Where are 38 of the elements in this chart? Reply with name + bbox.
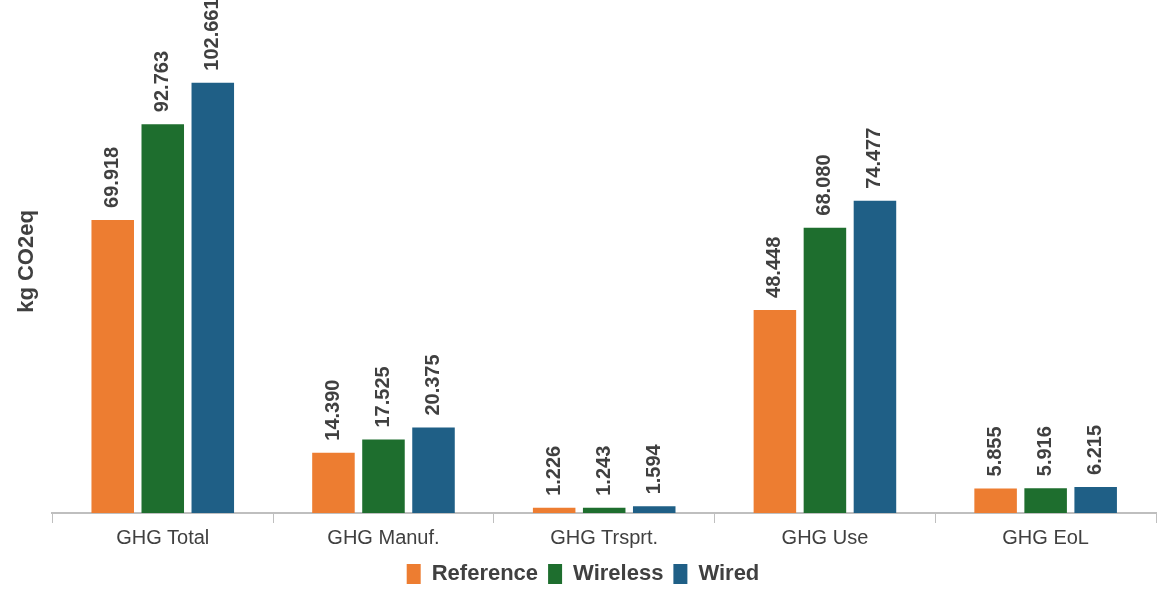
data-label: 14.390 — [320, 379, 343, 441]
bar — [312, 452, 355, 513]
data-label: 20.375 — [421, 354, 444, 416]
legend-label: Reference — [431, 560, 539, 586]
bar — [141, 124, 185, 513]
data-label: 1.226 — [541, 445, 564, 496]
bar — [412, 427, 455, 513]
bar — [532, 507, 576, 513]
bar — [91, 219, 134, 513]
data-label: 1.243 — [591, 445, 614, 496]
bar — [753, 309, 797, 513]
x-tick-label: GHG Trsprt. — [550, 525, 659, 548]
bar — [582, 507, 626, 513]
x-tick-label: GHG EoL — [1002, 525, 1089, 548]
data-label: 1.594 — [641, 443, 664, 495]
x-tick-label: GHG Total — [116, 525, 210, 548]
data-label: 5.855 — [983, 426, 1006, 477]
x-tick-label: GHG Use — [781, 525, 869, 548]
legend-label: Wired — [698, 560, 760, 586]
bar — [803, 227, 847, 513]
data-label: 6.215 — [1083, 424, 1106, 475]
bar — [191, 82, 235, 513]
y-axis-title: kg CO2eq — [13, 210, 39, 313]
bar — [1074, 486, 1117, 513]
data-label: 5.916 — [1033, 426, 1056, 477]
x-tick-label: GHG Manuf. — [327, 525, 440, 548]
data-label: 69.918 — [100, 146, 123, 208]
bar — [1024, 488, 1067, 513]
data-label: 92.763 — [150, 51, 173, 113]
legend-label: Wireless — [573, 560, 664, 586]
bar — [362, 439, 405, 513]
data-label: 68.080 — [812, 154, 835, 216]
data-label: 17.525 — [371, 366, 393, 428]
bar — [853, 200, 897, 513]
bar — [632, 506, 676, 513]
data-label: 48.448 — [762, 236, 785, 298]
bar — [974, 488, 1017, 513]
data-label: 74.477 — [862, 127, 885, 189]
